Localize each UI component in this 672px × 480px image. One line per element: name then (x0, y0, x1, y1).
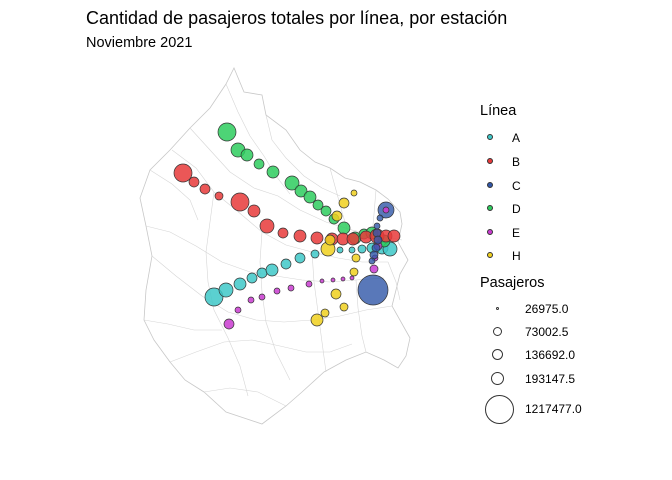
station-marker (247, 204, 261, 218)
station-marker (294, 184, 308, 198)
station-marker (351, 253, 361, 263)
station-marker (319, 278, 325, 284)
stations-line-c (357, 201, 395, 306)
station-marker (348, 246, 356, 254)
legend-label-c: C (512, 179, 521, 193)
station-marker (337, 221, 351, 235)
legend-label-b: B (512, 155, 521, 169)
station-marker (199, 183, 211, 195)
station-marker (330, 288, 342, 300)
station-marker (293, 229, 307, 243)
station-marker (204, 287, 224, 307)
station-marker (331, 210, 343, 222)
station-marker (214, 191, 224, 201)
station-marker (280, 258, 292, 270)
station-marker (234, 306, 242, 314)
legend-size-title: Pasajeros (480, 275, 545, 291)
legend-size-key (493, 327, 502, 336)
station-marker (303, 190, 317, 204)
legend-swatch-d (487, 205, 493, 211)
station-marker (312, 199, 324, 211)
station-marker (247, 296, 255, 304)
station-marker (310, 249, 320, 259)
stations-line-h (310, 189, 361, 327)
station-marker (357, 274, 389, 306)
station-marker (376, 214, 384, 222)
station-marker (339, 302, 349, 312)
station-marker (387, 229, 401, 243)
station-marker (217, 122, 237, 142)
legend-size-label: 1217477.0 (525, 402, 582, 416)
legend-size-label: 26975.0 (525, 302, 569, 316)
station-marker (284, 175, 300, 191)
legend-swatch-a (487, 134, 493, 140)
station-marker (336, 246, 344, 254)
legend-line-title: Línea (480, 103, 517, 119)
stations-line-d (217, 122, 391, 248)
station-marker (373, 222, 381, 230)
station-marker (253, 158, 265, 170)
station-marker (188, 176, 200, 188)
station-marker (287, 284, 295, 292)
legend-label-a: A (512, 131, 521, 145)
station-marker (277, 227, 289, 239)
station-marker (310, 231, 324, 245)
legend-size-key (492, 349, 503, 360)
station-marker (294, 252, 306, 264)
legend-size-label: 193147.5 (525, 372, 576, 386)
chart-subtitle: Noviembre 2021 (86, 35, 193, 51)
legend-size-label: 73002.5 (525, 325, 569, 339)
station-marker (305, 280, 313, 288)
legend-label-e: E (512, 226, 521, 240)
legend-swatch-e (487, 229, 493, 235)
stations-line-a (204, 241, 398, 307)
station-marker (273, 287, 281, 295)
legend-swatch-c (487, 182, 493, 188)
station-marker (310, 313, 324, 327)
station-marker (173, 163, 193, 183)
station-marker (246, 272, 258, 284)
station-marker (324, 234, 336, 246)
station-marker (349, 267, 359, 277)
station-marker (330, 277, 336, 283)
commune-boundaries (143, 83, 403, 407)
stations-line-b (173, 163, 401, 246)
legend-size-label: 136692.0 (525, 348, 576, 362)
station-marker (320, 205, 332, 217)
station-marker (230, 192, 250, 212)
legend-size-key (485, 395, 514, 424)
station-marker (233, 277, 247, 291)
station-marker (259, 218, 275, 234)
station-marker (346, 232, 360, 246)
legend-label-d: D (512, 202, 521, 216)
station-marker (373, 235, 383, 245)
station-marker (338, 197, 350, 209)
legend-swatch-b (487, 158, 493, 164)
station-marker (369, 264, 379, 274)
legend-label-h: H (512, 249, 521, 263)
stations-line-e (223, 241, 383, 330)
station-marker (349, 275, 355, 281)
station-marker (368, 257, 376, 265)
station-marker (266, 165, 280, 179)
station-marker (340, 276, 346, 282)
chart-title: Cantidad de pasajeros totales por línea,… (86, 8, 508, 28)
station-marker (218, 282, 234, 298)
station-marker (258, 293, 266, 301)
station-marker (256, 267, 268, 279)
legend-size-key (496, 307, 499, 310)
legend-size-key (491, 372, 504, 385)
station-marker (357, 244, 367, 254)
station-marker (382, 206, 390, 214)
legend-swatch-h (487, 252, 493, 258)
station-marker (240, 148, 254, 162)
station-marker (265, 263, 279, 277)
stations-line-e-overlay (382, 206, 390, 214)
station-marker (350, 189, 358, 197)
station-marker (223, 318, 235, 330)
station-marker (320, 308, 330, 318)
